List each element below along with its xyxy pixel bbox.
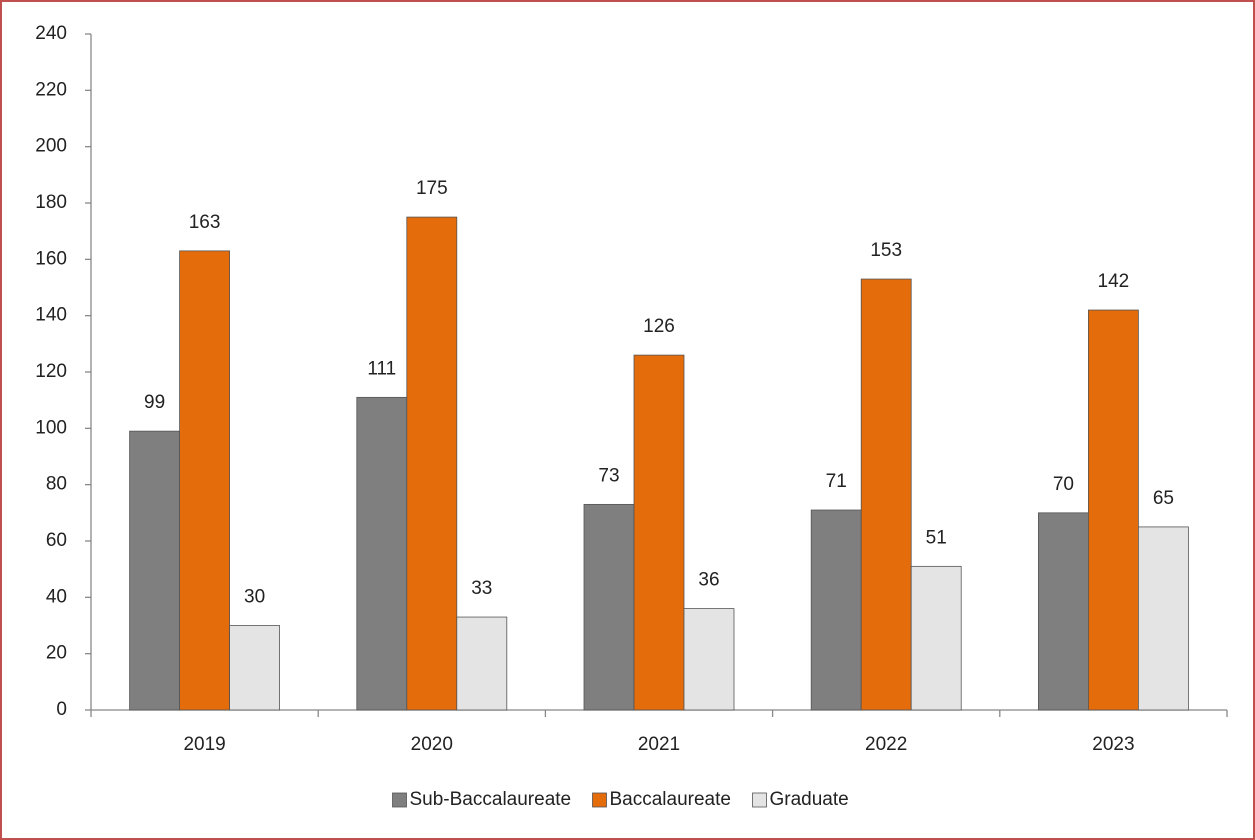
data-label: 99 xyxy=(144,392,165,413)
bar xyxy=(583,503,635,711)
x-tick-label: 2020 xyxy=(411,734,453,755)
bar xyxy=(1038,512,1089,711)
bar xyxy=(810,509,862,711)
bar xyxy=(1138,526,1189,711)
data-label: 65 xyxy=(1153,488,1174,509)
y-tick-label: 80 xyxy=(46,474,67,495)
x-tick-label: 2019 xyxy=(183,734,225,755)
bar xyxy=(129,430,181,711)
data-label: 142 xyxy=(1098,271,1130,292)
data-label: 51 xyxy=(926,527,947,548)
data-label: 126 xyxy=(643,316,675,337)
y-tick-label: 160 xyxy=(35,248,67,269)
bar xyxy=(910,565,962,711)
legend-label: Baccalaureate xyxy=(610,789,731,810)
data-label: 73 xyxy=(598,465,619,486)
y-tick-label: 120 xyxy=(35,361,67,382)
legend-swatch xyxy=(592,792,607,808)
y-tick-label: 240 xyxy=(35,23,67,44)
legend-swatch xyxy=(392,792,407,808)
bar xyxy=(229,625,281,711)
data-label: 175 xyxy=(416,178,448,199)
bar xyxy=(633,354,685,711)
y-tick-label: 40 xyxy=(46,586,67,607)
y-tick-label: 220 xyxy=(35,79,67,100)
data-label: 153 xyxy=(870,240,902,261)
legend-label: Graduate xyxy=(770,789,849,810)
y-tick-label: 60 xyxy=(46,530,67,551)
legend-label: Sub-Baccalaureate xyxy=(410,789,572,810)
bar xyxy=(860,278,912,711)
y-tick-label: 200 xyxy=(35,136,67,157)
data-label: 30 xyxy=(244,587,265,608)
y-tick-label: 20 xyxy=(46,643,67,664)
y-tick-label: 180 xyxy=(35,192,67,213)
data-label: 70 xyxy=(1053,474,1074,495)
data-label: 71 xyxy=(826,471,847,492)
data-label: 163 xyxy=(189,212,221,233)
bar xyxy=(683,608,735,711)
data-label: 111 xyxy=(367,358,396,379)
y-tick-label: 0 xyxy=(56,699,67,720)
x-tick-label: 2021 xyxy=(638,734,680,755)
bar xyxy=(179,250,231,711)
x-tick-label: 2023 xyxy=(1092,734,1134,755)
bar xyxy=(456,616,508,711)
bar xyxy=(1088,309,1139,711)
bar xyxy=(356,396,408,711)
bar xyxy=(406,216,458,711)
legend-swatch xyxy=(752,792,767,808)
x-tick-label: 2022 xyxy=(865,734,907,755)
y-tick-label: 100 xyxy=(35,417,67,438)
data-label: 33 xyxy=(471,578,492,599)
data-label: 36 xyxy=(698,570,719,591)
y-tick-label: 140 xyxy=(35,305,67,326)
